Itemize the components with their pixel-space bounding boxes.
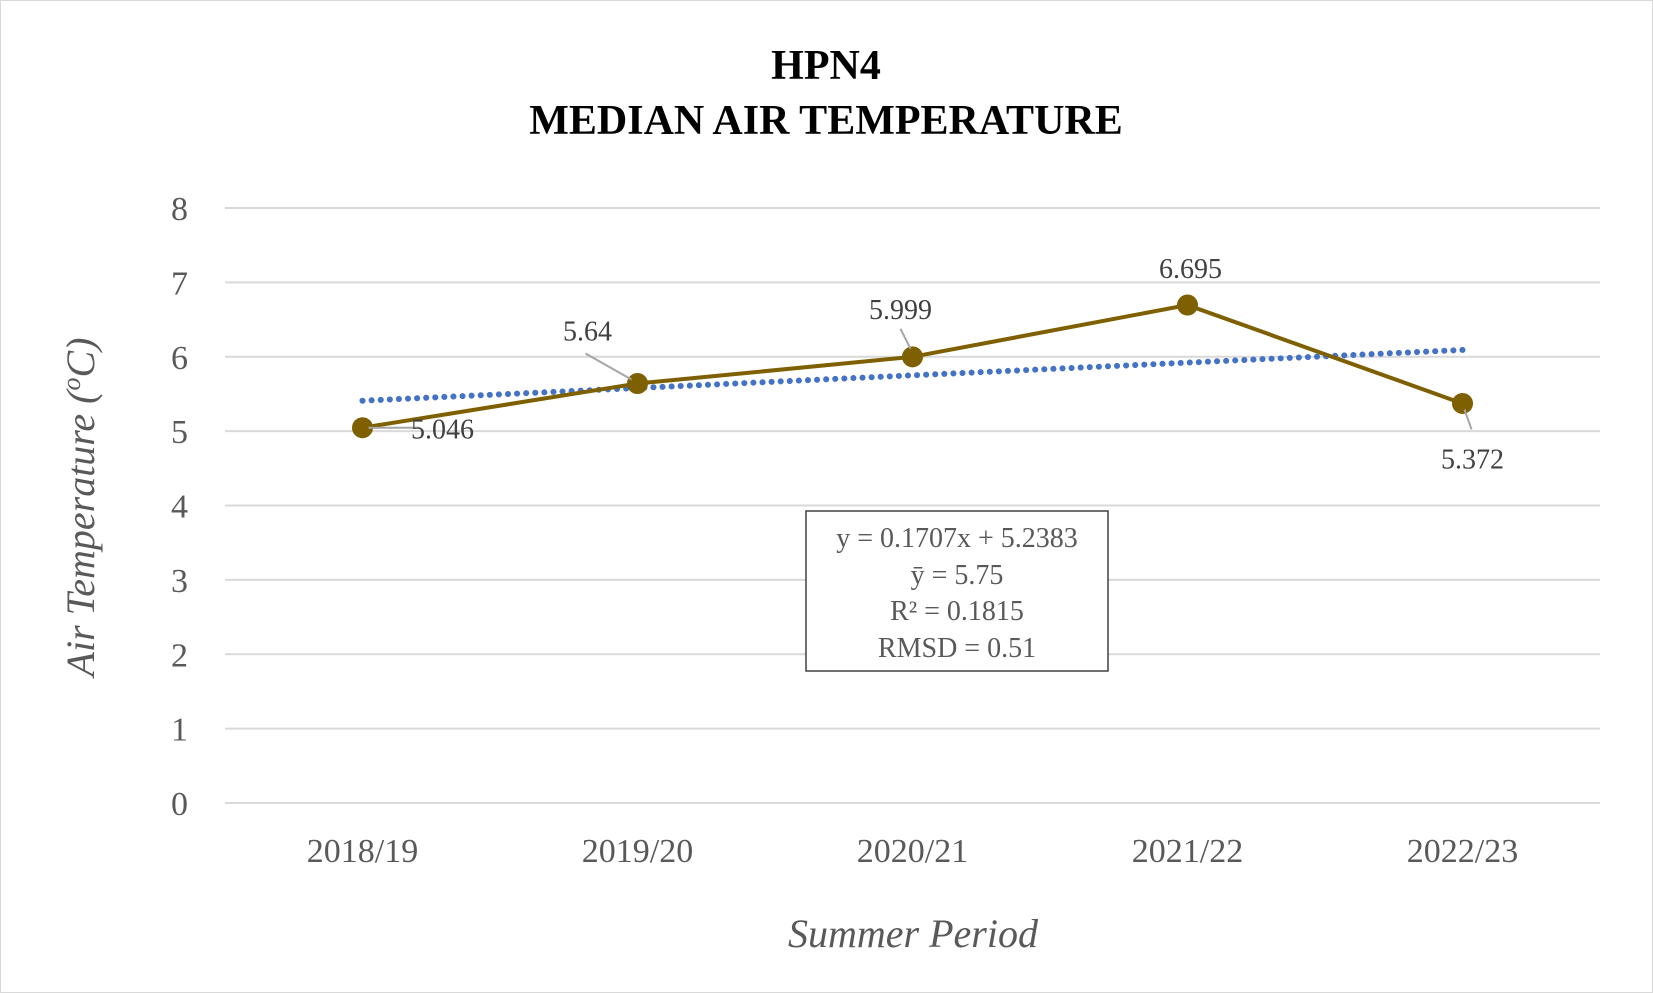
y-tick-label: 2 (171, 637, 188, 674)
data-label: 5.999 (869, 295, 932, 326)
data-label: 5.046 (411, 415, 474, 446)
x-tick-label: 2020/21 (857, 833, 968, 870)
y-tick-label: 0 (171, 786, 188, 823)
equation-line: y = 0.1707x + 5.2383 (836, 523, 1078, 554)
y-tick-labels: 0 1 2 3 4 5 6 7 8 (171, 191, 188, 823)
y-tick-label: 4 (171, 489, 188, 526)
trendline-path (359, 346, 1466, 404)
y-tick-label: 5 (171, 414, 188, 451)
rmsd-line: RMSD = 0.51 (878, 633, 1036, 664)
x-tick-label: 2019/20 (582, 833, 693, 870)
chart-title-line-1: HPN4 (771, 43, 881, 89)
trendline (359, 346, 1466, 404)
r-squared-line: R² = 0.1815 (890, 596, 1024, 627)
y-tick-label: 1 (171, 712, 188, 749)
data-labels: 5.046 5.64 5.999 6.695 5.372 (368, 254, 1504, 475)
data-label-leader (1463, 409, 1473, 430)
chart-title-line-2: MEDIAN AIR TEMPERATURE (529, 98, 1123, 144)
data-point (627, 373, 648, 395)
data-label-leader (899, 328, 912, 350)
data-label: 6.695 (1159, 254, 1222, 285)
y-axis-label: Air Temperature (oC) (57, 338, 103, 680)
y-tick-label: 7 (171, 265, 188, 302)
data-point (1452, 392, 1473, 414)
data-label: 5.64 (563, 317, 612, 348)
x-tick-label: 2021/22 (1132, 833, 1243, 870)
x-axis-label: Summer Period (788, 911, 1039, 956)
x-tick-labels: 2018/19 2019/20 2020/21 2021/22 2022/23 (307, 833, 1518, 870)
data-point (902, 346, 923, 368)
y-tick-label: 3 (171, 563, 188, 600)
data-point (1177, 294, 1198, 316)
mean-line: ȳ = 5.75 (911, 560, 1004, 591)
data-label-leader (585, 352, 632, 381)
equation-box: y = 0.1707x + 5.2383 ȳ = 5.75 R² = 0.181… (805, 510, 1109, 672)
y-tick-label: 8 (171, 191, 188, 228)
series-line (352, 294, 1473, 439)
x-tick-label: 2018/19 (307, 833, 418, 870)
y-tick-label: 6 (171, 340, 188, 377)
x-tick-label: 2022/23 (1407, 833, 1518, 870)
data-label: 5.372 (1441, 444, 1504, 475)
